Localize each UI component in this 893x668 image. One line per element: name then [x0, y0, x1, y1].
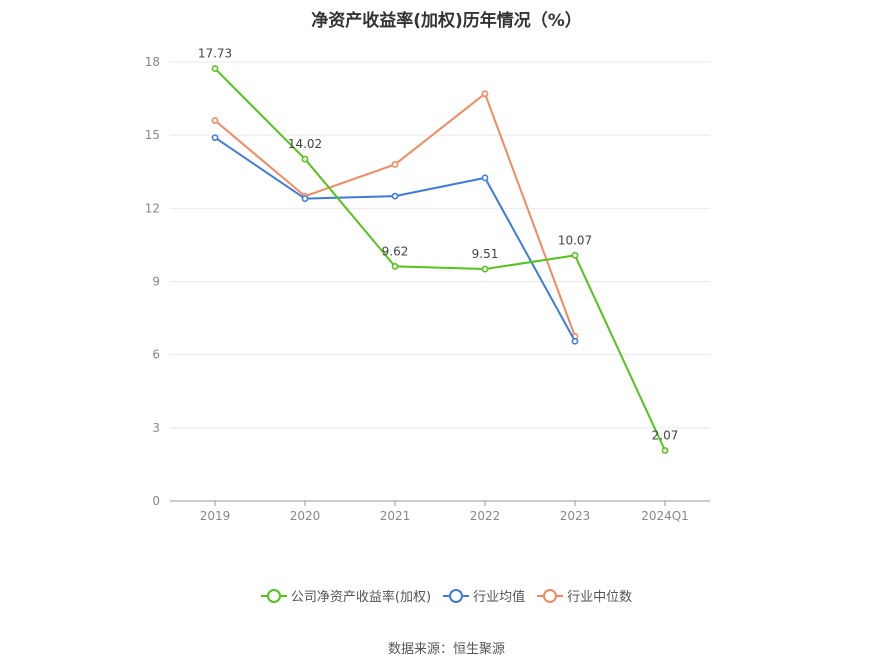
data-point: [481, 90, 489, 98]
x-tick-label: 2024Q1: [641, 509, 689, 523]
data-point: [391, 192, 399, 200]
data-point: [661, 447, 669, 454]
data-point: [481, 265, 489, 273]
legend-label: 公司净资产收益率(加权): [290, 590, 432, 605]
y-tick-label: 15: [145, 128, 160, 142]
x-tick-label: 2019: [200, 509, 231, 523]
grid-layer: [170, 61, 710, 429]
y-tick-label: 6: [152, 348, 160, 362]
x-tick-label: 2022: [470, 509, 501, 523]
data-point: [301, 155, 309, 163]
data-point: [301, 195, 309, 202]
data-label: 10.07: [558, 233, 592, 247]
x-tick-label: 2020: [290, 509, 321, 523]
legend-label: 行业均值: [473, 590, 526, 605]
data-point: [211, 65, 219, 72]
y-tick-label: 18: [145, 55, 160, 69]
y-tick-label: 12: [145, 201, 160, 215]
data-point: [391, 262, 399, 270]
data-point: [481, 174, 489, 182]
series-line: [214, 92, 576, 337]
legend-label: 行业中位数: [567, 590, 633, 605]
y-tick-label: 3: [152, 421, 160, 435]
data-point: [571, 252, 579, 259]
legend-swatch: [537, 588, 564, 603]
series-line: [214, 136, 576, 342]
y-tick-label: 0: [152, 494, 160, 508]
data-label: 17.73: [198, 47, 232, 61]
data-point: [211, 117, 219, 124]
legend-item[interactable]: 公司净资产收益率(加权): [260, 586, 432, 605]
data-label: 2.07: [652, 429, 679, 443]
legend-item[interactable]: 行业中位数: [537, 586, 632, 605]
x-tick-label: 2023: [560, 509, 591, 523]
series-line: [214, 67, 666, 451]
data-point: [571, 337, 579, 345]
data-point: [211, 134, 219, 142]
chart-title: 净资产收益率(加权)历年情况（%）: [311, 11, 582, 31]
data-label: 9.62: [382, 244, 409, 258]
data-label: 9.51: [472, 247, 499, 261]
legend-swatch: [260, 588, 287, 603]
axis-layer: 0 3 6 9 12 15 18 2019 2020 2021 2022 2023 2024Q1: [145, 55, 710, 523]
x-tick-label: 2021: [380, 509, 411, 523]
data-point: [391, 161, 399, 168]
y-tick-label: 9: [152, 275, 160, 289]
legend-item[interactable]: 行业均值: [443, 586, 525, 605]
data-label-layer: 17.73 14.02 9.62 9.51 10.07 2.07: [198, 47, 679, 443]
source-note: 数据来源：恒生聚源: [387, 642, 505, 657]
data-label: 14.02: [288, 137, 322, 151]
legend-swatch: [443, 588, 470, 603]
series-layer: [211, 65, 669, 454]
legend: 公司净资产收益率(加权) 行业均值 行业中位数: [0, 586, 893, 605]
